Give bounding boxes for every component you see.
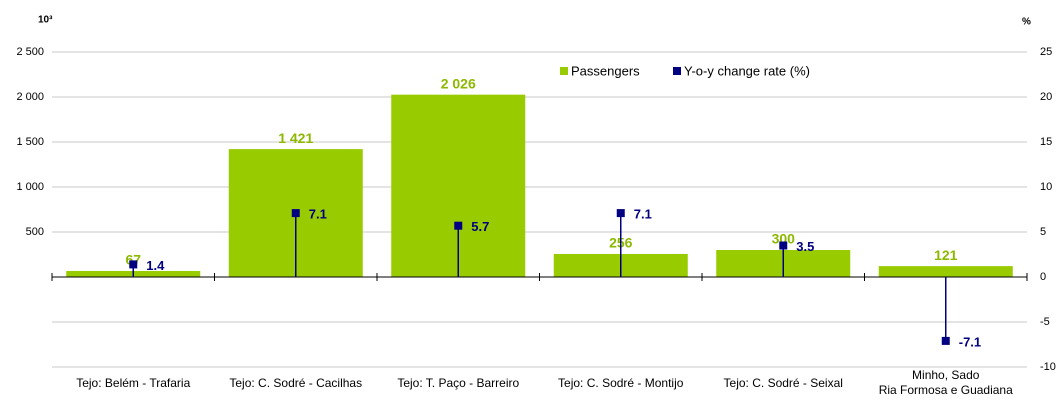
bar-value-label: 121 — [934, 247, 958, 263]
rate-marker — [454, 221, 463, 230]
rate-marker — [941, 336, 950, 345]
rate-value-label: 1.4 — [146, 258, 165, 273]
x-tick-label: Tejo: C. Sodré - Montijo — [558, 375, 684, 390]
legend-swatch — [673, 67, 681, 75]
y-tick-label: 2 000 — [16, 91, 44, 103]
x-tick-label: Tejo: C. Sodré - Seixal — [723, 375, 843, 390]
y-tick-label: 500 — [26, 226, 44, 238]
y2-tick-label: 10 — [1040, 181, 1052, 193]
bar-value-label: 2 026 — [441, 75, 476, 91]
y2-tick-label: 15 — [1040, 136, 1052, 148]
bar-value-label: 300 — [772, 231, 796, 247]
y2-tick-label: 25 — [1040, 46, 1052, 58]
y-tick-label: 1 000 — [16, 181, 44, 193]
bar — [878, 266, 1013, 277]
y2-tick-label: 20 — [1040, 91, 1052, 103]
rate-value-label: 3.5 — [796, 239, 814, 254]
y2-tick-label: -10 — [1040, 361, 1056, 373]
bar-value-label: 1 421 — [278, 130, 313, 146]
legend-swatch — [560, 67, 568, 75]
x-tick-label: Tejo: T. Paço - Barreiro — [397, 375, 520, 390]
rate-marker — [291, 209, 300, 218]
y2-tick-label: 5 — [1040, 226, 1046, 238]
rate-value-label: 7.1 — [309, 207, 327, 222]
legend-label: Y-o-y change rate (%) — [684, 63, 810, 78]
y2-unit: % — [1022, 17, 1031, 28]
y2-tick-label: -5 — [1040, 316, 1050, 328]
y-unit: 10³ — [38, 15, 53, 26]
rate-marker — [616, 209, 625, 218]
y-tick-label: 2 500 — [16, 46, 44, 58]
rate-value-label: 7.1 — [634, 207, 652, 222]
x-tick-label: Tejo: C. Sodré - Cacilhas — [229, 375, 363, 390]
x-tick-label: Tejo: Belém - Trafaria — [76, 375, 191, 390]
legend-label: Passengers — [571, 63, 640, 78]
rate-value-label: -7.1 — [959, 334, 981, 349]
x-tick-label: Minho, Sado Ria Formosa e Guadiana — [878, 368, 1013, 397]
rate-marker — [779, 241, 788, 250]
rate-value-label: 5.7 — [471, 219, 489, 234]
y-tick-label: 1 500 — [16, 136, 44, 148]
y2-tick-label: 0 — [1040, 271, 1046, 283]
rate-marker — [129, 260, 138, 269]
